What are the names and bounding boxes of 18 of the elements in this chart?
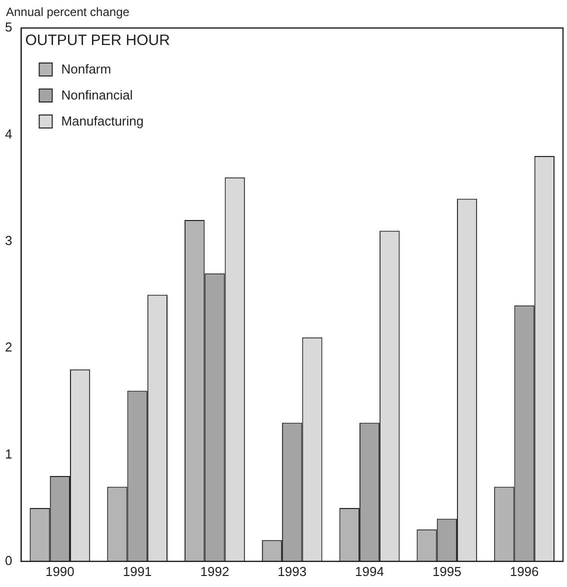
y-tick-label: 4 [4,126,12,142]
y-tick-label: 5 [4,20,12,35]
y-tick-label: 0 [4,552,12,568]
y-tick-label: 2 [4,340,12,355]
chart-title: OUTPUT PER HOUR [25,32,170,49]
legend-label: Nonfarm [61,62,112,77]
x-tick-label: 1992 [200,564,230,579]
legend-label: Manufacturing [61,114,144,129]
y-tick-label: 3 [4,232,12,248]
x-tick-label: 1993 [278,564,307,579]
y-axis-title: Annual percent change [6,5,130,19]
x-tick-label: 1990 [45,564,74,579]
x-tick-label: 1996 [510,564,539,579]
y-tick-label: 1 [4,446,12,462]
x-tick-label: 1994 [355,564,384,579]
legend-label: Nonfinancial [61,88,133,103]
x-tick-label: 1995 [432,564,462,579]
x-tick-label: 1991 [122,564,152,579]
